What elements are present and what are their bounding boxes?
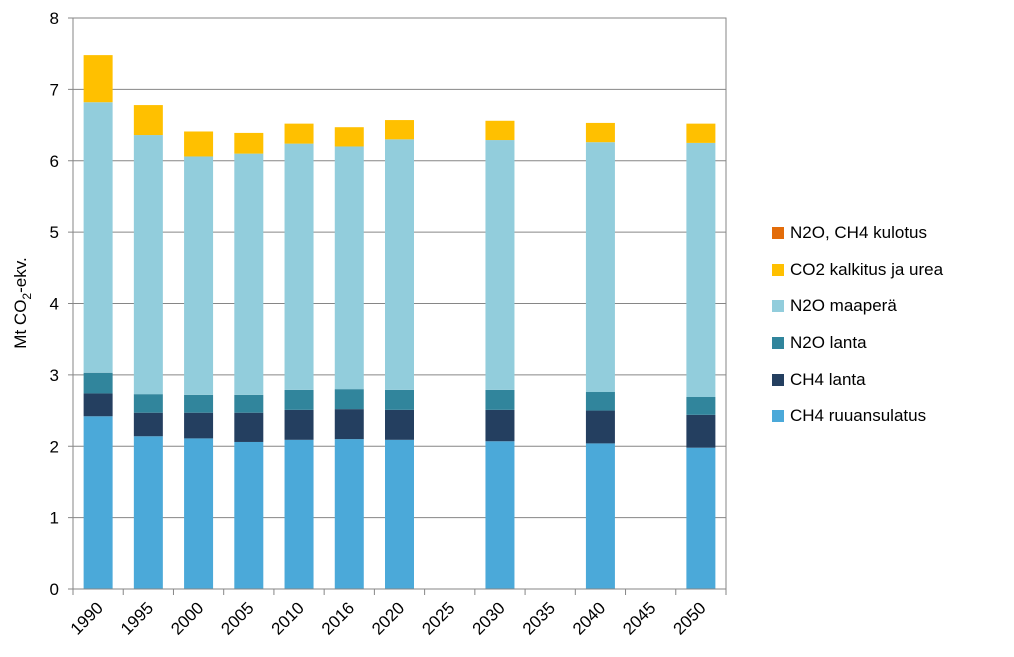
bars [83, 55, 716, 589]
bar-segment [686, 142, 716, 398]
legend: N2O, CH4 kulotus CO2 kalkitus ja urea N2O … [772, 215, 943, 435]
y-axis-title-suffix: -ekv. [11, 257, 30, 293]
x-tick-label: 1995 [117, 598, 157, 638]
y-axis-title-main: Mt CO [11, 300, 30, 349]
bar-segment [385, 389, 414, 410]
legend-swatch [772, 410, 784, 423]
bar-segment [133, 394, 163, 413]
legend-swatch [772, 373, 784, 386]
bar-segment [284, 389, 314, 410]
bar-segment [485, 441, 515, 589]
legend-item: CH4 lanta [772, 361, 943, 398]
legend-swatch [772, 337, 784, 350]
bar-segment [184, 438, 214, 589]
legend-swatch [772, 227, 784, 240]
bar-segment [284, 439, 314, 589]
legend-label: CO2 kalkitus ja urea [790, 259, 944, 279]
legend-label: N2O maaperä [790, 296, 897, 316]
bar-segment [686, 447, 716, 589]
bar-segment [686, 397, 716, 415]
bar-segment [184, 131, 214, 157]
bar-segment [83, 55, 113, 103]
bar-segment [485, 120, 515, 141]
x-tick-label: 2016 [318, 598, 358, 638]
legend-item: N2O maaperä [772, 288, 943, 325]
y-tick-label: 2 [50, 437, 59, 456]
bar-segment [334, 439, 364, 589]
x-tick-label: 2010 [268, 598, 308, 638]
bar-segment [686, 414, 716, 448]
y-tick-label: 8 [50, 9, 59, 28]
bar-segment [184, 156, 214, 395]
bar-segment [585, 392, 615, 411]
x-tick-label: 2045 [619, 598, 659, 638]
y-tick-label: 1 [50, 509, 59, 528]
y-tick-label: 0 [50, 580, 59, 599]
y-axis-title: Mt CO2-ekv. [11, 257, 34, 348]
bar-segment [385, 409, 414, 440]
x-tick-label: 2035 [519, 598, 559, 638]
bar-segment [133, 105, 163, 136]
bar-segment [334, 127, 364, 147]
legend-label: N2O lanta [790, 333, 867, 353]
bar-segment [385, 120, 414, 140]
bar-segment [184, 412, 214, 439]
bar-segment [385, 439, 414, 589]
x-tick-label: 2040 [569, 598, 609, 638]
bar-segment [585, 443, 615, 589]
bar-segment [284, 409, 314, 440]
y-tick-label: 7 [50, 80, 59, 99]
legend-label: CH4 ruuansulatus [790, 406, 927, 426]
y-tick-label: 3 [50, 366, 59, 385]
bar-segment [334, 389, 364, 410]
x-tick-label: 2020 [368, 598, 408, 638]
bar-segment [133, 436, 163, 589]
bar-segment [83, 416, 113, 589]
bar-segment [234, 441, 264, 589]
x-tick-label: 2025 [418, 598, 458, 638]
bar-segment [485, 389, 515, 410]
legend-label: CH4 lanta [790, 369, 866, 389]
bar-segment [284, 143, 314, 390]
bar-segment [133, 412, 163, 437]
y-tick-label: 6 [50, 152, 59, 171]
bar-segment [133, 135, 163, 395]
bar-segment [485, 140, 515, 390]
bar-segment [234, 132, 264, 154]
legend-item: N2O, CH4 kulotus [772, 215, 943, 252]
bar-segment [585, 142, 615, 393]
bar-segment [334, 409, 364, 440]
x-tick-label: 1990 [67, 598, 107, 638]
legend-swatch [772, 263, 784, 276]
bar-segment [585, 410, 615, 444]
bar-segment [385, 139, 414, 390]
bar-segment [83, 372, 113, 394]
bar-segment [83, 102, 113, 373]
y-tick-label: 5 [50, 223, 59, 242]
legend-item: CH4 ruuansulatus [772, 398, 943, 435]
y-tick-label: 4 [50, 295, 59, 314]
bar-segment [686, 123, 716, 143]
x-tick-label: 2000 [167, 598, 207, 638]
bar-segment [234, 394, 264, 413]
y-axis-title-subscript: 2 [20, 293, 34, 300]
x-tick-label: 2030 [469, 598, 509, 638]
legend-label: N2O, CH4 kulotus [790, 223, 927, 243]
bar-segment [234, 153, 264, 395]
bar-segment [184, 394, 214, 413]
x-tick-label: 2050 [670, 598, 710, 638]
x-tick-label: 2005 [217, 598, 257, 638]
bar-segment [83, 393, 113, 417]
legend-swatch [772, 300, 784, 313]
bar-segment [234, 412, 264, 442]
bar-segment [585, 122, 615, 143]
legend-item: CO2 kalkitus ja urea [772, 252, 943, 289]
bar-segment [485, 409, 515, 442]
bar-segment [334, 146, 364, 390]
legend-item: N2O lanta [772, 325, 943, 362]
bar-segment [284, 123, 314, 144]
